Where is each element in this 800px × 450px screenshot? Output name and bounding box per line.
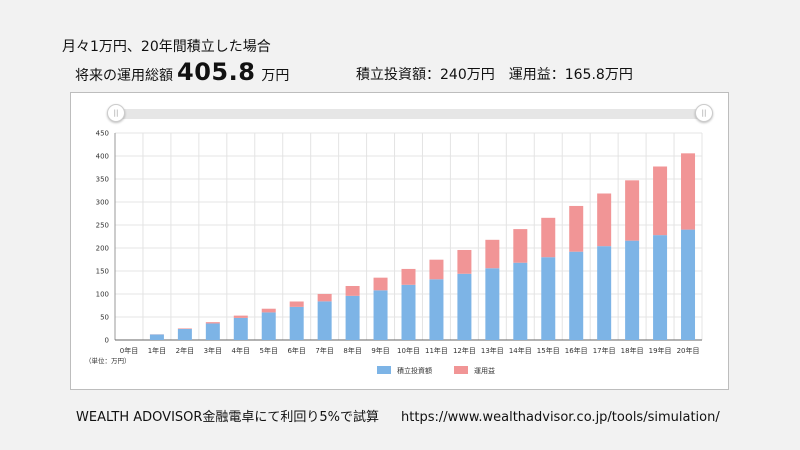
y-tick-label: 450 <box>96 130 109 138</box>
bar-contribution <box>373 290 388 340</box>
unit-label: （単位：万円） <box>85 356 131 365</box>
range-slider-left-handle[interactable]: || <box>107 104 125 122</box>
total-label: 将来の運用総額 <box>75 68 173 84</box>
x-tick-label: 4年目 <box>232 346 250 355</box>
x-tick-label: 13年目 <box>481 346 504 355</box>
x-tick-label: 10年目 <box>397 346 420 355</box>
footer: WEALTH ADOVISOR金融電卓にて利回り5%で試算 https://www… <box>76 406 720 425</box>
y-tick-label: 300 <box>96 199 109 207</box>
x-tick-label: 16年目 <box>565 346 588 355</box>
y-tick-label: 200 <box>96 245 109 253</box>
x-tick-label: 12年目 <box>453 346 476 355</box>
bar-gain <box>681 153 696 230</box>
total-unit: 万円 <box>261 68 290 84</box>
bar-contribution <box>681 229 696 340</box>
contribution-text: 積立投資額：240万円 <box>356 67 495 83</box>
x-tick-label: 20年目 <box>677 346 700 355</box>
bar-contribution <box>597 246 612 340</box>
page-title: 月々1万円、20年間積立した場合 <box>62 39 271 55</box>
bar-gain <box>401 268 416 285</box>
bar-gain <box>541 217 556 258</box>
bar-gain <box>569 205 584 252</box>
bar-contribution <box>485 268 500 340</box>
bar-gain <box>653 166 668 236</box>
range-slider-right-handle[interactable]: || <box>695 104 713 122</box>
breakdown-summary: 積立投資額：240万円 運用益：165.8万円 <box>356 64 633 84</box>
y-tick-label: 150 <box>96 268 109 276</box>
x-tick-label: 0年目 <box>120 346 138 355</box>
bar-gain <box>261 308 276 313</box>
x-tick-label: 19年目 <box>649 346 672 355</box>
bar-gain <box>625 180 640 241</box>
x-tick-label: 7年目 <box>315 346 333 355</box>
x-tick-label: 15年目 <box>537 346 560 355</box>
x-tick-label: 8年目 <box>343 346 361 355</box>
bar-gain <box>345 285 360 296</box>
bar-contribution <box>513 262 528 340</box>
total-value: 405.8 <box>177 58 256 86</box>
bar-gain <box>513 229 528 263</box>
bar-contribution <box>177 328 192 340</box>
range-slider-track[interactable] <box>117 109 707 119</box>
bar-chart: 0 50 100 150 200 250 300 350 400 450 0年目 1年目 2年目 3年目 4… <box>85 130 703 375</box>
bar-gain <box>317 293 332 302</box>
y-tick-label: 100 <box>96 291 109 299</box>
bar-contribution <box>653 235 668 340</box>
y-tick-label: 250 <box>96 222 109 230</box>
bar-gain <box>289 301 304 307</box>
gain-text: 運用益：165.8万円 <box>508 67 633 83</box>
y-tick-label: 400 <box>96 153 109 161</box>
bar-contribution <box>345 295 360 340</box>
bar-contribution <box>429 279 444 340</box>
bar-contribution <box>289 306 304 340</box>
bar-gain <box>597 193 612 247</box>
x-tick-label: 1年目 <box>148 346 166 355</box>
bar-contribution <box>205 323 220 340</box>
bar-contribution <box>625 240 640 340</box>
bar-gain <box>429 259 444 280</box>
y-tick-label: 0 <box>105 337 109 345</box>
x-tick-label: 17年目 <box>593 346 616 355</box>
bar-contribution <box>457 273 472 340</box>
bar-contribution <box>541 257 556 340</box>
bar-contribution <box>317 301 332 340</box>
x-tick-label: 9年目 <box>371 346 389 355</box>
legend-label-contribution: 積立投資額 <box>397 366 432 375</box>
bar-gain <box>233 315 248 318</box>
legend-label-gain: 運用益 <box>474 366 495 375</box>
x-tick-label: 2年目 <box>176 346 194 355</box>
x-tick-label: 6年目 <box>287 346 305 355</box>
bar-gain <box>485 239 500 269</box>
footer-url[interactable]: https://www.wealthadvisor.co.jp/tools/si… <box>401 410 720 425</box>
y-tick-label: 50 <box>100 314 109 322</box>
x-tick-label: 11年目 <box>425 346 448 355</box>
bar-contribution <box>569 251 584 340</box>
bar-contribution <box>149 334 164 340</box>
bar-contribution <box>401 284 416 340</box>
bar-gain <box>177 328 192 329</box>
legend-swatch-contribution <box>377 366 391 374</box>
x-tick-label: 14年目 <box>509 346 532 355</box>
bar-contribution <box>261 312 276 340</box>
y-tick-label: 350 <box>96 176 109 184</box>
footer-note: WEALTH ADOVISOR金融電卓にて利回り5%で試算 <box>76 410 380 425</box>
x-tick-label: 3年目 <box>204 346 222 355</box>
chart-panel: || || 0 50 100 150 200 250 300 350 400 450 0年目 1年目 2… <box>70 92 729 390</box>
bar-gain <box>205 322 220 324</box>
bar-contribution <box>233 317 248 340</box>
legend-swatch-gain <box>454 366 468 374</box>
x-tick-label: 5年目 <box>260 346 278 355</box>
x-tick-label: 18年目 <box>621 346 644 355</box>
bar-gain <box>373 277 388 291</box>
total-summary: 将来の運用総額 405.8 万円 <box>75 58 289 86</box>
bar-gain <box>457 249 472 274</box>
